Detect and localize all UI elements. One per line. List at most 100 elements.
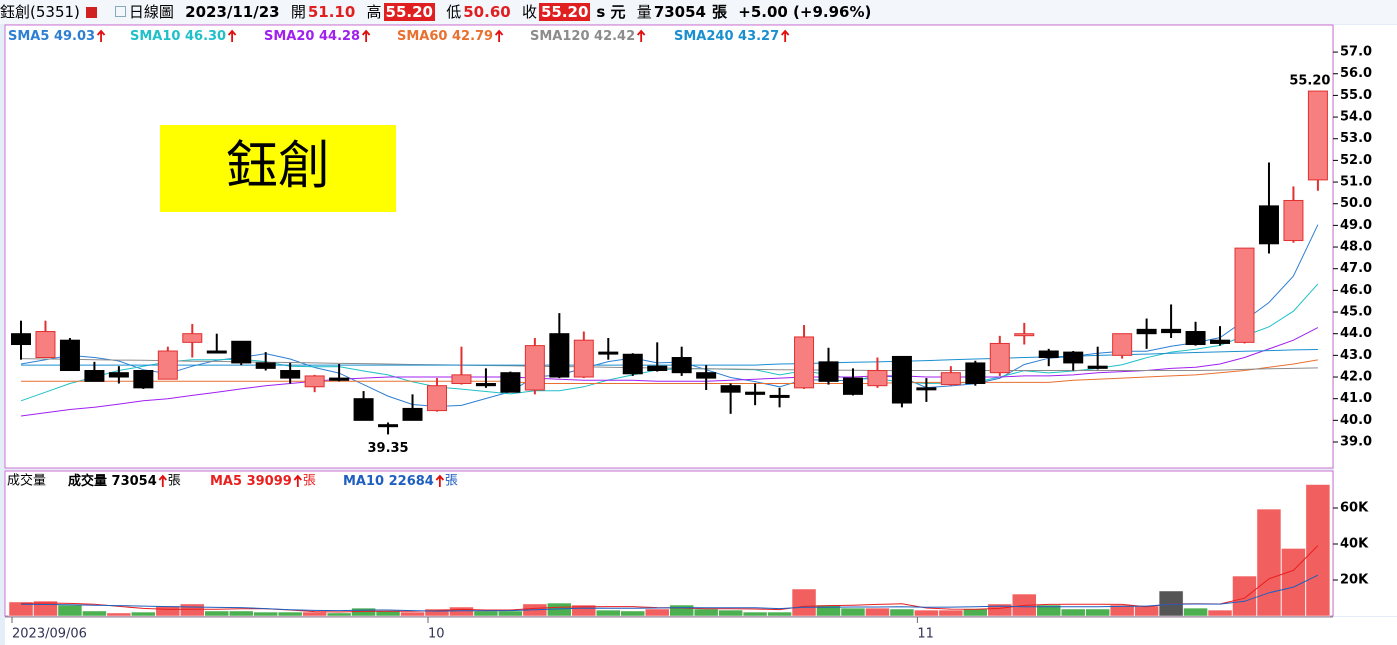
y-tick-label: 45.0 xyxy=(1340,305,1372,320)
volume-bar xyxy=(1109,604,1135,617)
candle-body xyxy=(1014,333,1035,337)
price-label: 55.20 xyxy=(1289,74,1330,89)
volume-bar xyxy=(1183,607,1208,617)
legend-name: SMA60 xyxy=(397,29,447,44)
high-label: 高 xyxy=(366,3,382,21)
volume: 73054 xyxy=(653,3,706,21)
candle-body xyxy=(182,333,203,343)
legend-value: 39099 xyxy=(247,474,292,489)
watermark-box xyxy=(160,125,396,212)
open-label: 開 xyxy=(290,3,306,21)
candle-body xyxy=(1087,365,1108,369)
legend-entry: MA5 39099 xyxy=(210,474,292,489)
y-tick-label: 54.0 xyxy=(1340,110,1372,125)
candle-body xyxy=(1234,247,1255,343)
candle-body xyxy=(84,370,105,382)
candle-body xyxy=(451,374,472,385)
legend-name: SMA5 xyxy=(8,29,49,44)
candle-body xyxy=(206,350,227,354)
volume-bar xyxy=(889,608,915,617)
candle-body xyxy=(573,339,594,378)
volume-bar xyxy=(8,601,34,617)
y-tick-label: 41.0 xyxy=(1340,391,1372,406)
legend-name: SMA120 xyxy=(530,29,590,44)
legend-entry: MA10 22684 xyxy=(343,474,434,489)
candle-body xyxy=(1161,328,1182,334)
y-tick-label: 20K xyxy=(1340,573,1369,588)
legend-name: SMA20 xyxy=(264,29,314,44)
candle-body xyxy=(940,372,961,386)
up-arrow xyxy=(96,29,106,42)
candle-body xyxy=(157,350,178,380)
up-arrow xyxy=(158,474,167,487)
volume-bar xyxy=(963,608,988,617)
y-tick-label: 57.0 xyxy=(1340,45,1372,60)
y-tick-label: 47.0 xyxy=(1340,261,1372,276)
volume-bar xyxy=(1305,484,1331,617)
y-tick-label: 46.0 xyxy=(1340,283,1372,298)
date-panel xyxy=(5,617,1397,645)
legend-entry: SMA5 49.03 xyxy=(8,29,95,44)
candle-body xyxy=(475,383,496,387)
candle-body xyxy=(304,375,325,388)
legend-entry: SMA60 42.79 xyxy=(397,29,493,44)
volume-bar xyxy=(204,610,230,617)
volume-unit: 張 xyxy=(712,3,728,21)
legend-name: MA5 xyxy=(210,474,242,489)
volume-bar xyxy=(1207,609,1233,617)
header: 鈺創(5351) 日線圖 2023/11/23 開 51.10 高 55.20 低 50… xyxy=(0,0,1397,24)
legend-value: 42.79 xyxy=(452,29,493,44)
volume-bar xyxy=(987,603,1013,617)
y-tick-label: 55.0 xyxy=(1340,88,1372,103)
volume-bar xyxy=(155,605,181,617)
legend-entry: SMA10 46.30 xyxy=(130,29,226,44)
up-arrow xyxy=(780,29,790,42)
period[interactable]: 日線圖 xyxy=(128,3,174,21)
candle-body xyxy=(622,353,643,375)
up-arrow xyxy=(227,29,237,42)
legend-value: 73054 xyxy=(112,474,157,489)
x-tick-label: 11 xyxy=(917,627,934,642)
candle-body xyxy=(818,361,839,382)
volume-bar xyxy=(914,609,939,617)
legend-unit: 張 xyxy=(445,474,458,489)
change: +5.00 (+9.96%) xyxy=(738,3,872,21)
volume-bar xyxy=(180,603,205,617)
low-label: 低 xyxy=(446,3,462,21)
volume-bar xyxy=(669,604,694,617)
legend-name: SMA10 xyxy=(130,29,180,44)
volume-bar xyxy=(326,612,352,617)
volume-bar xyxy=(1256,508,1282,617)
candle-body xyxy=(1307,90,1328,181)
legend-entry: SMA120 42.42 xyxy=(530,29,635,44)
y-tick-label: 42.0 xyxy=(1340,370,1372,385)
volume-bar xyxy=(1232,575,1257,617)
watermark: 鈺創 xyxy=(226,137,330,197)
high: 55.20 xyxy=(383,3,435,21)
candle-body xyxy=(524,345,545,391)
volume-label: 量 xyxy=(636,3,652,21)
dropdown[interactable] xyxy=(114,6,126,17)
candle-body xyxy=(794,336,815,389)
volume-panel xyxy=(4,470,1334,617)
legend-unit: 張 xyxy=(303,474,316,489)
legend-entry: SMA240 43.27 xyxy=(674,29,779,44)
low: 50.60 xyxy=(463,3,511,21)
volume-bar xyxy=(302,611,327,617)
up-arrow xyxy=(435,474,445,487)
volume-bar xyxy=(596,609,621,617)
icon[interactable] xyxy=(85,7,97,18)
candle-body xyxy=(11,333,31,346)
legend-entry: 成交量 73054 xyxy=(68,473,157,489)
candle-body xyxy=(647,365,668,372)
volume-bar xyxy=(1281,548,1306,617)
volume-bar xyxy=(498,610,523,617)
candle-body xyxy=(916,387,937,391)
ma-line xyxy=(20,327,1319,417)
up-arrow xyxy=(636,29,646,42)
volume-bar xyxy=(571,604,597,617)
unit: s 元 xyxy=(596,3,626,21)
volume-bar xyxy=(449,606,474,617)
